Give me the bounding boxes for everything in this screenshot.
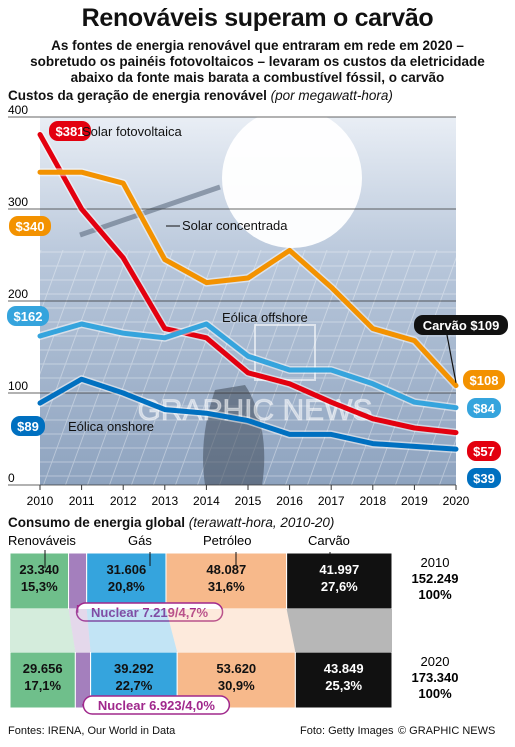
bar-segment [294,651,393,709]
coal-reference-leader [446,334,457,383]
y-tick-label: 200 [8,287,28,301]
cost-chart-note: (por megawatt-hora) [270,88,393,103]
series-end-label: $39 [473,471,495,486]
series-start-label-bg [11,416,45,436]
page-subtitle: As fontes de energia renovável que entra… [30,38,485,85]
footer-copyright: © GRAPHIC NEWS [398,725,496,737]
series-line [37,376,459,452]
series-end-label-bg [467,441,501,461]
cost-chart-title: Custos da geração de energia renovável [8,88,267,103]
sun-glow [222,108,362,248]
bar-total-label: 152.249 [412,571,459,586]
bar-connector-band [165,609,296,652]
x-tick-label: 2018 [359,494,386,508]
series-name-label: Solar concentrada [182,218,288,233]
bar-segment [286,552,393,610]
bar-category-label: Gás [128,533,152,548]
x-tick-label: 2010 [27,494,54,508]
x-tick-label: 2020 [443,494,470,508]
y-tick-label: 400 [8,103,28,117]
x-tick-label: 2016 [276,494,303,508]
bar-percent-label: 30,9% [218,678,255,693]
bar-category-label: Renováveis [8,533,76,548]
y-tick-label: 300 [8,195,28,209]
bar-percent-label: 22,7% [115,678,152,693]
series-end-label-bg [463,370,505,390]
bar-segment [68,552,88,610]
bar-segment [86,552,167,610]
series-end-label: $108 [470,373,499,388]
footer-sources: Fontes: IRENA, Our World in Data [8,725,176,737]
bar-value-label: 53.620 [216,661,256,676]
bar-connector-band [10,609,76,652]
bar-value-label: 43.849 [324,661,364,676]
coal-reference-bg [414,315,508,335]
bar-percent-label: 25,3% [325,678,362,693]
coal-reference-label: Carvão $109 [423,318,500,333]
bar-value-label: 29.656 [23,661,63,676]
nuclear-callout-label: Nuclear 7.219/4,7% [91,605,209,620]
series-start-label: $340 [16,219,45,234]
bar-percent-label: 27,6% [321,579,358,594]
bar-value-label: 39.292 [114,661,154,676]
bar-connector-band [86,609,178,652]
bar-segment [9,651,76,709]
bar-percent-label: 17,1% [24,678,61,693]
bar-year-label: 2010 [421,555,450,570]
bar-segment [165,552,288,610]
series-end-label-bg [467,398,501,418]
worker-silhouette [203,385,265,485]
series-line [37,321,459,411]
consumption-chart-title: Consumo de energia global [8,515,186,530]
bar-category-label: Petróleo [203,533,251,548]
x-tick-label: 2019 [401,494,428,508]
series-line [37,132,459,436]
x-tick-label: 2015 [235,494,262,508]
series-start-label-bg [9,216,51,236]
y-tick-label: 100 [8,379,28,393]
footer-photo-credit: Foto: Getty Images [300,725,394,737]
bar-percent-label: 15,3% [21,579,58,594]
bar-total-label: 173.340 [412,670,459,685]
consumption-chart-heading: Consumo de energia global (terawatt-hora… [8,515,334,530]
x-tick-label: 2012 [110,494,137,508]
nuclear-callout-label: Nuclear 6.923/4,0% [98,698,216,713]
series-name-label: Eólica offshore [222,310,308,325]
series-line [37,169,459,389]
x-tick-label: 2013 [151,494,178,508]
x-tick-label: 2014 [193,494,220,508]
y-tick-label: 0 [8,471,15,485]
bar-value-label: 31.606 [106,562,146,577]
bar-percent-label: 20,8% [108,579,145,594]
bar-year-label: 2020 [421,654,450,669]
nuclear-callout-leader [76,605,79,613]
bar-connector-band [68,609,91,652]
series-end-label: $84 [473,401,495,416]
bar-connector-band [286,609,392,652]
bar-total-percent-label: 100% [418,686,452,701]
bar-percent-label: 31,6% [208,579,245,594]
bar-value-label: 48.087 [206,562,246,577]
x-tick-label: 2017 [318,494,345,508]
cost-chart-heading: Custos da geração de energia renovável (… [8,88,393,103]
series-name-label: Solar fotovoltaica [82,124,182,139]
series-name-label: Eólica onshore [68,419,154,434]
bar-category-label: Carvão [308,533,350,548]
page-title: Renováveis superam o carvão [81,4,434,32]
mounting-rail [79,184,221,238]
series-start-label-bg [7,306,49,326]
series-start-label: $89 [17,419,39,434]
series-end-label: $57 [473,444,495,459]
bar-value-label: 41.997 [319,562,359,577]
x-tick-label: 2011 [69,494,95,508]
bar-value-label: 23.340 [19,562,59,577]
series-start-label: $381 [56,124,85,139]
bar-total-percent-label: 100% [418,587,452,602]
consumption-chart-note: (terawatt-hora, 2010-20) [188,515,335,530]
series-start-label-bg [49,121,91,141]
series-end-label-bg [467,468,501,488]
series-start-label: $162 [14,309,43,324]
